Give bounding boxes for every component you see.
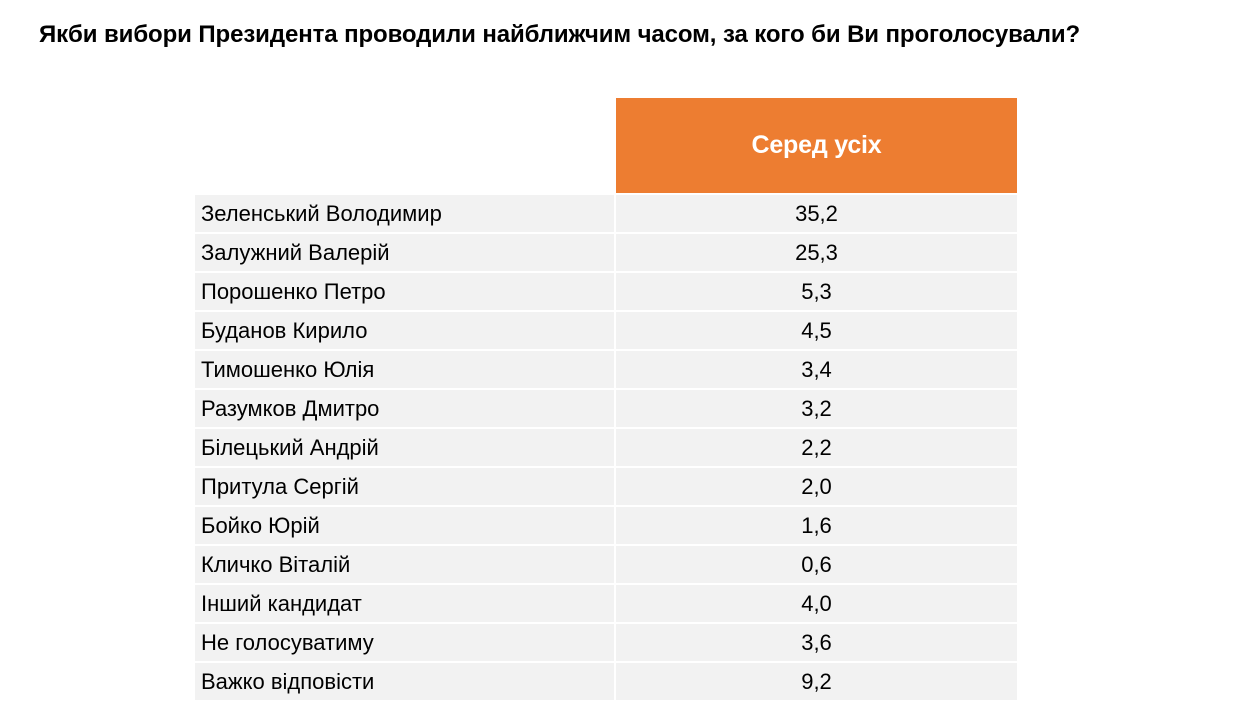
candidate-name: Зеленський Володимир [195, 195, 614, 232]
table-row: Буданов Кирило 4,5 [195, 312, 1017, 349]
candidate-percent: 25,3 [616, 234, 1017, 271]
table-row: Залужний Валерій 25,3 [195, 234, 1017, 271]
table-body: Зеленський Володимир 35,2 Залужний Валерій… [195, 195, 1017, 700]
table-row: Зеленський Володимир 35,2 [195, 195, 1017, 232]
candidate-percent: 2,0 [616, 468, 1017, 505]
candidate-percent: 2,2 [616, 429, 1017, 466]
candidate-name: Притула Сергій [195, 468, 614, 505]
candidate-percent: 3,4 [616, 351, 1017, 388]
results-table: Серед усіх Зеленський Володимир 35,2 Залуж… [195, 98, 1017, 700]
table-row: Інший кандидат 4,0 [195, 585, 1017, 622]
table-row: Не голосуватиму 3,6 [195, 624, 1017, 661]
table-row: Притула Сергій 2,0 [195, 468, 1017, 505]
column-header-among-all: Серед усіх [616, 98, 1017, 193]
table-row: Порошенко Петро 5,3 [195, 273, 1017, 310]
header-blank-cell [195, 98, 616, 193]
candidate-name: Інший кандидат [195, 585, 614, 622]
candidate-name: Важко відповісти [195, 663, 614, 700]
candidate-percent: 3,6 [616, 624, 1017, 661]
candidate-name: Порошенко Петро [195, 273, 614, 310]
table-header-row: Серед усіх [195, 98, 1017, 193]
candidate-name: Тимошенко Юлія [195, 351, 614, 388]
table-row: Разумков Дмитро 3,2 [195, 390, 1017, 427]
table-row: Важко відповісти 9,2 [195, 663, 1017, 700]
candidate-name: Бойко Юрій [195, 507, 614, 544]
candidate-percent: 3,2 [616, 390, 1017, 427]
candidate-percent: 9,2 [616, 663, 1017, 700]
table-row: Бойко Юрій 1,6 [195, 507, 1017, 544]
candidate-percent: 1,6 [616, 507, 1017, 544]
candidate-percent: 4,5 [616, 312, 1017, 349]
candidate-name: Залужний Валерій [195, 234, 614, 271]
candidate-name: Кличко Віталій [195, 546, 614, 583]
table-row: Кличко Віталій 0,6 [195, 546, 1017, 583]
candidate-percent: 4,0 [616, 585, 1017, 622]
candidate-name: Буданов Кирило [195, 312, 614, 349]
candidate-percent: 0,6 [616, 546, 1017, 583]
candidate-name: Разумков Дмитро [195, 390, 614, 427]
table-row: Білецький Андрій 2,2 [195, 429, 1017, 466]
candidate-name: Не голосуватиму [195, 624, 614, 661]
table-row: Тимошенко Юлія 3,4 [195, 351, 1017, 388]
candidate-percent: 5,3 [616, 273, 1017, 310]
chart-title: Якби вибори Президента проводили найближ… [39, 21, 1081, 48]
candidate-name: Білецький Андрій [195, 429, 614, 466]
candidate-percent: 35,2 [616, 195, 1017, 232]
